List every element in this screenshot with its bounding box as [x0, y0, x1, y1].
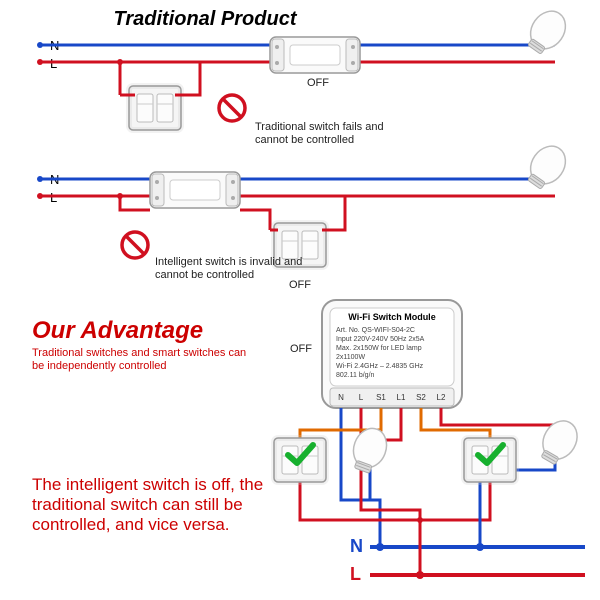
module-l3: Max. 2x150W for LED lamp	[336, 345, 422, 352]
s3-label-l: L	[350, 564, 361, 584]
term-s1: S1	[376, 393, 386, 402]
note-l2: traditional switch can still be	[32, 495, 243, 514]
module-title: Wi-Fi Switch Module	[348, 312, 435, 322]
s3-label-n: N	[350, 536, 363, 556]
s3-bulb-left	[347, 424, 392, 476]
s2-prohibit	[122, 232, 148, 258]
s2-fail1: Intelligent switch is invalid and	[155, 256, 302, 268]
s1-relay	[270, 37, 360, 73]
note-l1: The intelligent switch is off, the	[32, 475, 263, 494]
title-advantage: Our Advantage	[32, 317, 203, 344]
s3-off-label: OFF	[290, 343, 312, 355]
wifi-module: Wi-Fi Switch Module Art. No. QS-WIFI-S04…	[322, 300, 462, 408]
note-l3: controlled, and vice versa.	[32, 515, 230, 534]
term-s2: S2	[416, 393, 426, 402]
s2-off-label: OFF	[289, 279, 311, 291]
term-l2: L2	[437, 393, 446, 402]
title-traditional: Traditional Product	[114, 8, 298, 30]
module-l2: Input 220V-240V 50Hz 2x5A	[336, 336, 425, 343]
module-l1: Art. No. QS-WIFI-S04-2C	[336, 327, 415, 334]
s1-fail2: cannot be controlled	[255, 134, 354, 146]
s1-bulb	[521, 4, 572, 58]
diagram-root: Traditional Product N L OFF Traditional …	[0, 0, 600, 600]
s1-prohibit	[219, 95, 245, 121]
module-l4: 2x1100W	[336, 354, 365, 361]
s1-wall-switch	[129, 86, 181, 130]
s3-bulb-right	[534, 415, 584, 469]
s2-fail2: cannot be controlled	[155, 269, 254, 281]
adv-sub2: be independently controlled	[32, 360, 167, 372]
s2-relay	[150, 172, 240, 208]
module-l6: 802.11 b/g/n	[336, 372, 375, 379]
adv-sub1: Traditional switches and smart switches …	[32, 347, 246, 359]
term-l: L	[359, 393, 364, 402]
s1-fail1: Traditional switch fails and	[255, 121, 384, 133]
s2-bulb	[521, 139, 572, 193]
s1-off-label: OFF	[307, 77, 329, 89]
module-l5: Wi-Fi 2.4GHz – 2.4835 GHz	[336, 363, 424, 370]
term-l1: L1	[397, 393, 406, 402]
term-n: N	[338, 393, 344, 402]
